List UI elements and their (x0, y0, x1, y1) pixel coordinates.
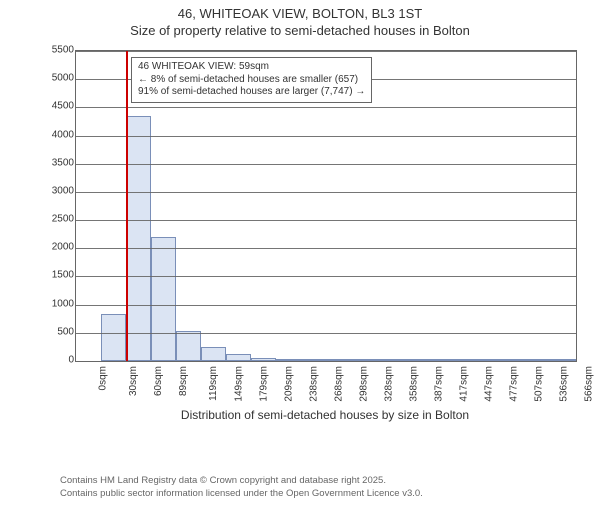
gridline (76, 333, 576, 334)
footer-line1: Contains HM Land Registry data © Crown c… (60, 475, 423, 487)
page-title-line2: Size of property relative to semi-detach… (0, 23, 600, 38)
gridline (76, 305, 576, 306)
plot-area: 46 WHITEOAK VIEW: 59sqm ← 8% of semi-det… (75, 50, 577, 362)
annotation-line3: 91% of semi-detached houses are larger (… (138, 86, 365, 99)
histogram-bar (101, 314, 126, 361)
footer-attribution: Contains HM Land Registry data © Crown c… (60, 475, 423, 500)
marker-line (126, 51, 128, 361)
x-axis-label: Distribution of semi-detached houses by … (75, 408, 575, 422)
annotation-line2: ← 8% of semi-detached houses are smaller… (138, 74, 365, 87)
y-tick-label: 0 (68, 355, 74, 366)
y-tick-label: 4500 (52, 101, 74, 112)
gridline (76, 248, 576, 249)
x-tick-label: 238sqm (309, 366, 320, 402)
page-title-line1: 46, WHITEOAK VIEW, BOLTON, BL3 1ST (0, 6, 600, 21)
gridline (76, 220, 576, 221)
y-tick-label: 5500 (52, 45, 74, 56)
annotation-line1: 46 WHITEOAK VIEW: 59sqm (138, 61, 365, 74)
x-tick-label: 119sqm (208, 366, 219, 401)
x-tick-label: 268sqm (334, 366, 345, 402)
gridline (76, 164, 576, 165)
gridline (76, 361, 576, 362)
x-tick-label: 298sqm (359, 366, 370, 402)
y-tick-label: 3500 (52, 157, 74, 168)
x-tick-label: 209sqm (284, 366, 295, 402)
x-tick-label: 447sqm (484, 366, 495, 402)
gridline (76, 107, 576, 108)
gridline (76, 51, 576, 52)
x-tick-label: 507sqm (534, 366, 545, 402)
footer-line2: Contains public sector information licen… (60, 488, 423, 500)
x-tick-label: 328sqm (384, 366, 395, 402)
x-tick-label: 387sqm (434, 366, 445, 402)
y-tick-label: 2000 (52, 242, 74, 253)
x-tick-label: 0sqm (97, 366, 108, 390)
x-tick-label: 417sqm (459, 366, 470, 402)
y-tick-label: 2500 (52, 214, 74, 225)
x-tick-label: 30sqm (128, 366, 139, 396)
x-tick-label: 477sqm (509, 366, 520, 402)
chart-container: Number of semi-detached properties 46 WH… (20, 50, 580, 410)
histogram-bar (226, 354, 251, 361)
gridline (76, 136, 576, 137)
histogram-bar (176, 331, 201, 361)
x-tick-label: 566sqm (584, 366, 595, 402)
x-tick-label: 60sqm (153, 366, 164, 396)
y-tick-label: 1000 (52, 298, 74, 309)
x-tick-label: 179sqm (259, 366, 270, 402)
y-tick-label: 1500 (52, 270, 74, 281)
x-tick-label: 358sqm (409, 366, 420, 402)
y-tick-label: 5000 (52, 73, 74, 84)
gridline (76, 192, 576, 193)
histogram-bar (201, 347, 226, 361)
annotation-box: 46 WHITEOAK VIEW: 59sqm ← 8% of semi-det… (131, 57, 372, 103)
histogram-bar (151, 237, 176, 361)
x-tick-label: 536sqm (559, 366, 570, 402)
x-tick-label: 89sqm (178, 366, 189, 396)
y-tick-label: 500 (57, 326, 74, 337)
gridline (76, 276, 576, 277)
y-tick-label: 3000 (52, 185, 74, 196)
histogram-bar (126, 116, 151, 361)
x-tick-label: 149sqm (234, 366, 245, 402)
y-tick-label: 4000 (52, 129, 74, 140)
